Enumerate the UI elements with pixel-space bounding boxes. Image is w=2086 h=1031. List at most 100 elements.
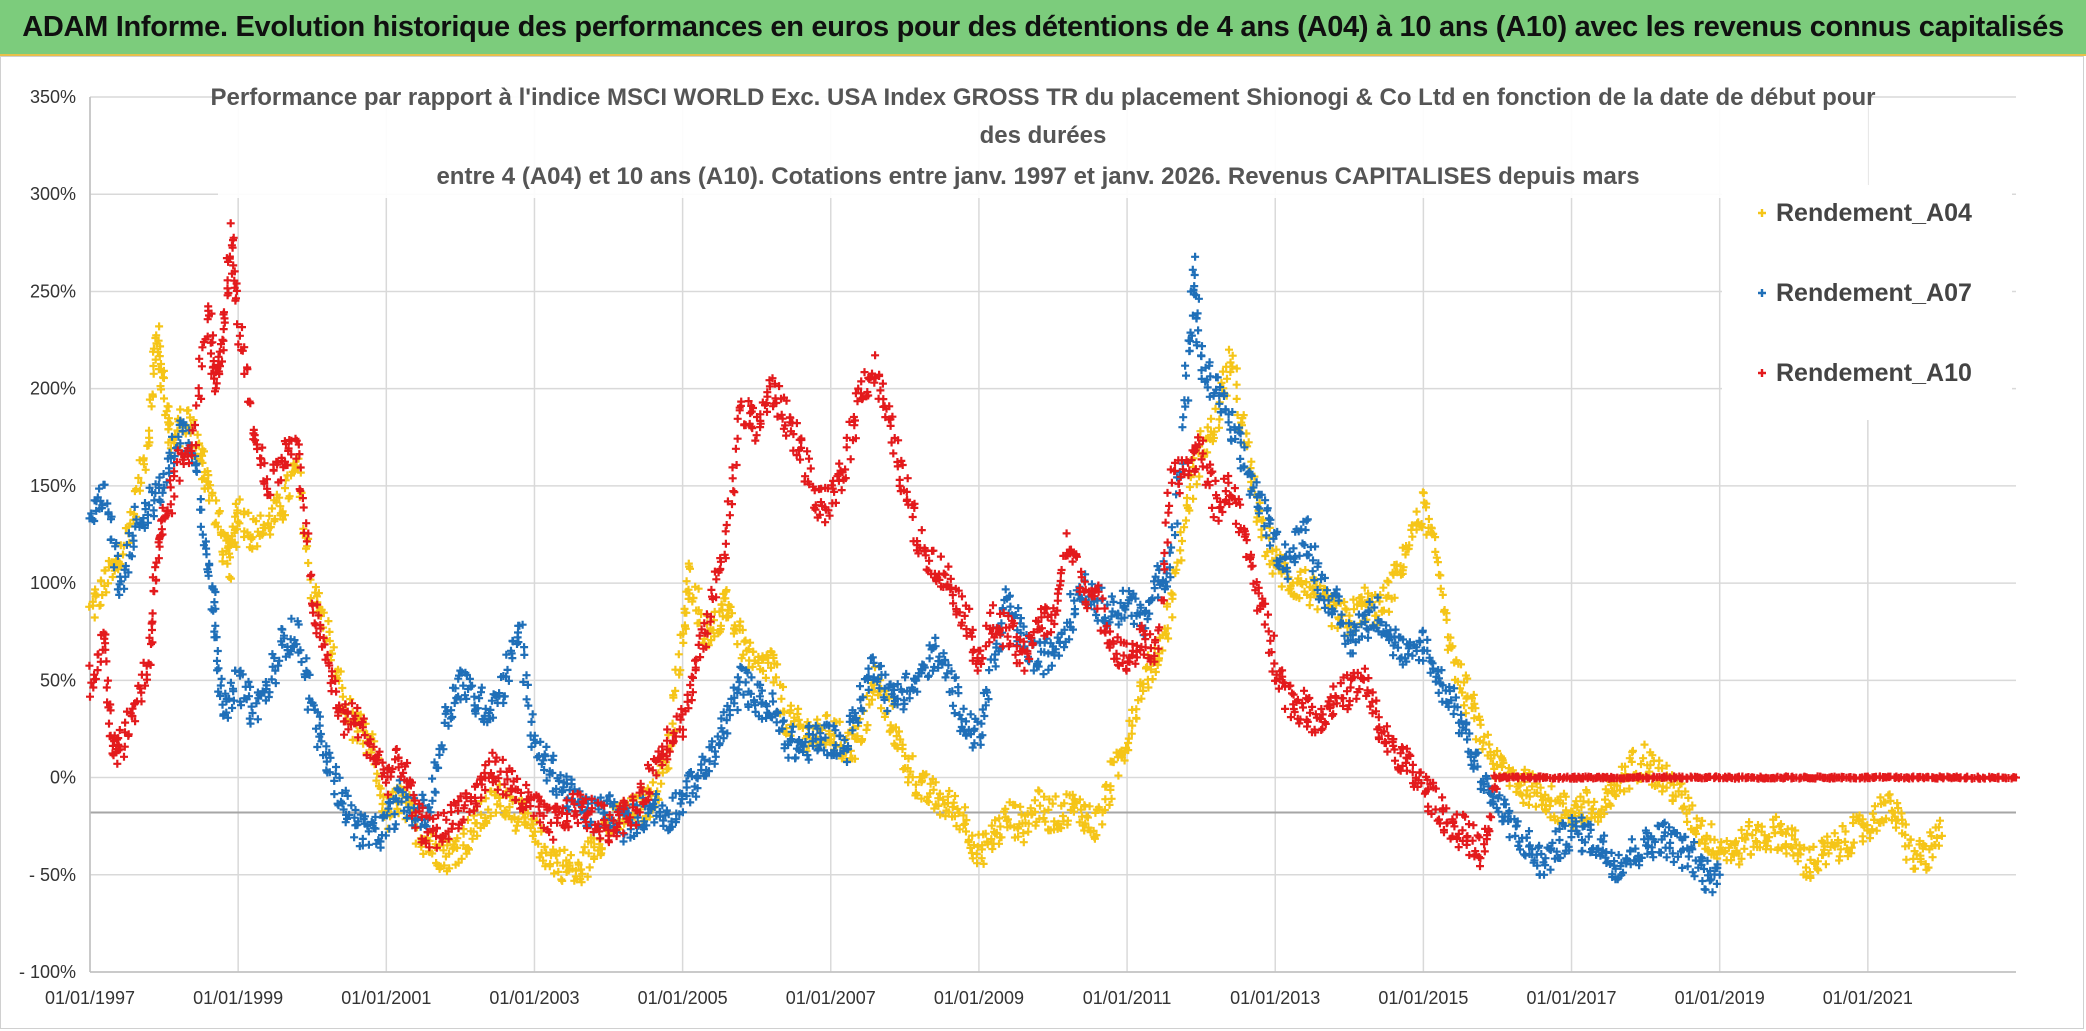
data-point	[1306, 708, 1314, 717]
data-point	[1151, 572, 1160, 581]
data-point	[205, 559, 214, 568]
data-point	[210, 374, 219, 383]
data-point	[1187, 456, 1196, 464]
data-point	[1422, 503, 1430, 512]
data-point	[303, 705, 312, 714]
data-point	[1171, 466, 1179, 475]
data-point	[1105, 643, 1114, 652]
data-point	[403, 759, 412, 767]
data-point	[477, 793, 486, 802]
data-point	[1357, 601, 1366, 610]
data-point	[1515, 781, 1524, 790]
data-point	[719, 708, 728, 717]
data-point	[121, 572, 130, 581]
data-point	[1304, 550, 1313, 559]
data-point	[985, 666, 994, 675]
data-point	[1437, 666, 1446, 675]
data-point	[721, 554, 730, 563]
data-point	[691, 663, 700, 672]
data-point	[1435, 674, 1443, 683]
data-point	[534, 802, 543, 811]
data-point	[539, 811, 548, 820]
data-point	[214, 352, 223, 361]
data-point	[157, 385, 165, 394]
data-point	[1328, 711, 1337, 720]
data-point	[549, 835, 558, 844]
data-point	[1198, 342, 1206, 351]
data-point	[120, 584, 129, 593]
data-point	[1246, 555, 1254, 564]
data-point	[235, 519, 244, 528]
data-point	[1610, 857, 1619, 866]
data-point	[1505, 833, 1514, 842]
data-point	[962, 827, 970, 836]
data-point	[1121, 605, 1130, 614]
data-point	[408, 778, 416, 787]
data-point	[961, 803, 969, 812]
data-point	[1730, 841, 1739, 850]
data-point	[1181, 361, 1190, 370]
data-point	[148, 609, 157, 618]
data-point	[787, 727, 796, 736]
data-point	[453, 834, 462, 843]
data-point	[1066, 618, 1074, 627]
data-point	[1493, 747, 1502, 755]
data-point	[1167, 589, 1176, 598]
data-point	[481, 704, 490, 713]
data-point	[435, 750, 444, 759]
data-point	[1001, 585, 1010, 594]
data-point	[1185, 506, 1194, 515]
data-point	[1317, 705, 1326, 713]
data-point	[1590, 797, 1599, 806]
data-point	[553, 802, 562, 811]
data-point	[238, 670, 247, 679]
data-point	[844, 728, 853, 737]
data-point	[522, 671, 531, 680]
data-point	[1114, 771, 1123, 780]
data-point	[1788, 844, 1797, 853]
data-point	[1044, 665, 1053, 674]
data-point	[570, 800, 579, 808]
data-point	[1108, 757, 1117, 766]
data-point	[1252, 517, 1261, 526]
data-point	[741, 678, 750, 687]
data-point	[788, 722, 797, 731]
data-point	[198, 451, 207, 460]
data-point	[732, 461, 741, 469]
data-point	[513, 633, 522, 642]
data-point	[163, 506, 172, 515]
data-point	[1214, 516, 1223, 525]
data-point	[125, 551, 134, 560]
data-point	[1161, 577, 1170, 586]
data-point	[295, 450, 304, 459]
data-point	[1209, 513, 1218, 522]
data-point	[1418, 628, 1427, 637]
data-point	[528, 831, 537, 840]
data-point	[1889, 808, 1898, 817]
data-point	[1423, 635, 1432, 644]
data-point	[966, 710, 975, 719]
data-point	[314, 589, 323, 598]
data-point	[1164, 634, 1173, 643]
data-point	[411, 823, 420, 832]
data-point	[290, 636, 299, 645]
data-point	[1668, 849, 1677, 858]
data-point	[1802, 863, 1810, 872]
data-point	[232, 294, 240, 303]
data-point	[997, 619, 1006, 628]
data-point	[908, 513, 917, 521]
data-point	[1361, 617, 1370, 626]
data-point	[1001, 804, 1010, 813]
data-point	[1313, 586, 1322, 594]
data-point	[560, 845, 569, 854]
data-point	[400, 806, 408, 815]
data-point	[1457, 729, 1466, 738]
data-point	[1178, 423, 1187, 432]
data-point	[997, 833, 1006, 842]
data-point	[378, 800, 387, 808]
data-point	[1748, 831, 1757, 840]
data-point	[1107, 794, 1116, 803]
data-point	[145, 433, 154, 442]
data-point	[851, 709, 859, 717]
data-point	[101, 645, 110, 654]
